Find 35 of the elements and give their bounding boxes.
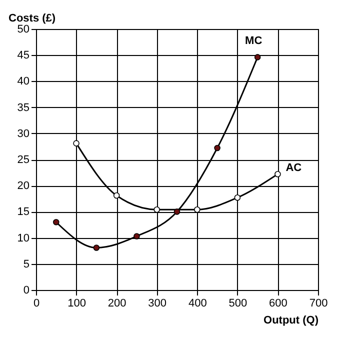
- point: [174, 208, 180, 215]
- series-label: AC: [286, 162, 302, 174]
- point: [194, 206, 200, 213]
- y-tick-label: 20: [17, 180, 30, 192]
- point: [154, 206, 160, 213]
- point: [214, 144, 220, 152]
- point: [134, 233, 140, 240]
- y-tick-label: 50: [17, 24, 30, 36]
- point: [254, 54, 261, 60]
- y-tick-label: 35: [17, 102, 30, 114]
- x-tick-label: 200: [108, 298, 126, 310]
- y-tick-label: 15: [17, 206, 30, 218]
- x-tick-label: 600: [269, 298, 288, 310]
- y-tick-label: 45: [17, 50, 30, 62]
- x-tick-label: 400: [188, 298, 207, 310]
- y-tick-label: 5: [23, 258, 30, 270]
- y-axis-title: Costs (£): [8, 12, 56, 24]
- point: [73, 140, 80, 146]
- y-tick-label: 30: [17, 128, 30, 140]
- point: [113, 192, 120, 199]
- point: [53, 219, 60, 226]
- x-tick-label: 100: [68, 298, 86, 310]
- point: [274, 170, 281, 178]
- y-tick-label: 10: [17, 232, 30, 244]
- point: [93, 244, 100, 251]
- point: [234, 194, 241, 201]
- x-tick-label: 300: [148, 298, 167, 310]
- y-tick-label: 0: [23, 284, 30, 296]
- x-axis-title: Output (Q): [264, 314, 319, 326]
- y-tick-label: 40: [17, 76, 30, 88]
- x-tick-label: 700: [309, 298, 328, 310]
- x-tick-label: 0: [33, 298, 40, 310]
- x-tick-label: 500: [228, 298, 248, 310]
- series-label: MC: [245, 35, 262, 48]
- y-tick-label: 25: [17, 154, 30, 166]
